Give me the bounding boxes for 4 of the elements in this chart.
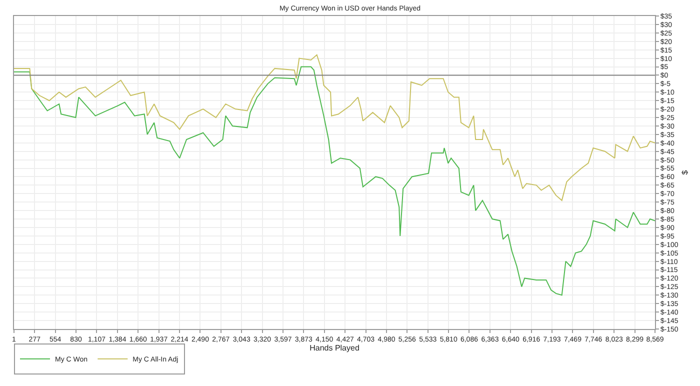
x-axis-title: Hands Played — [310, 344, 360, 352]
y-axis-title: $ — [680, 170, 690, 175]
line-series — [14, 54, 655, 201]
line-series — [14, 66, 655, 296]
